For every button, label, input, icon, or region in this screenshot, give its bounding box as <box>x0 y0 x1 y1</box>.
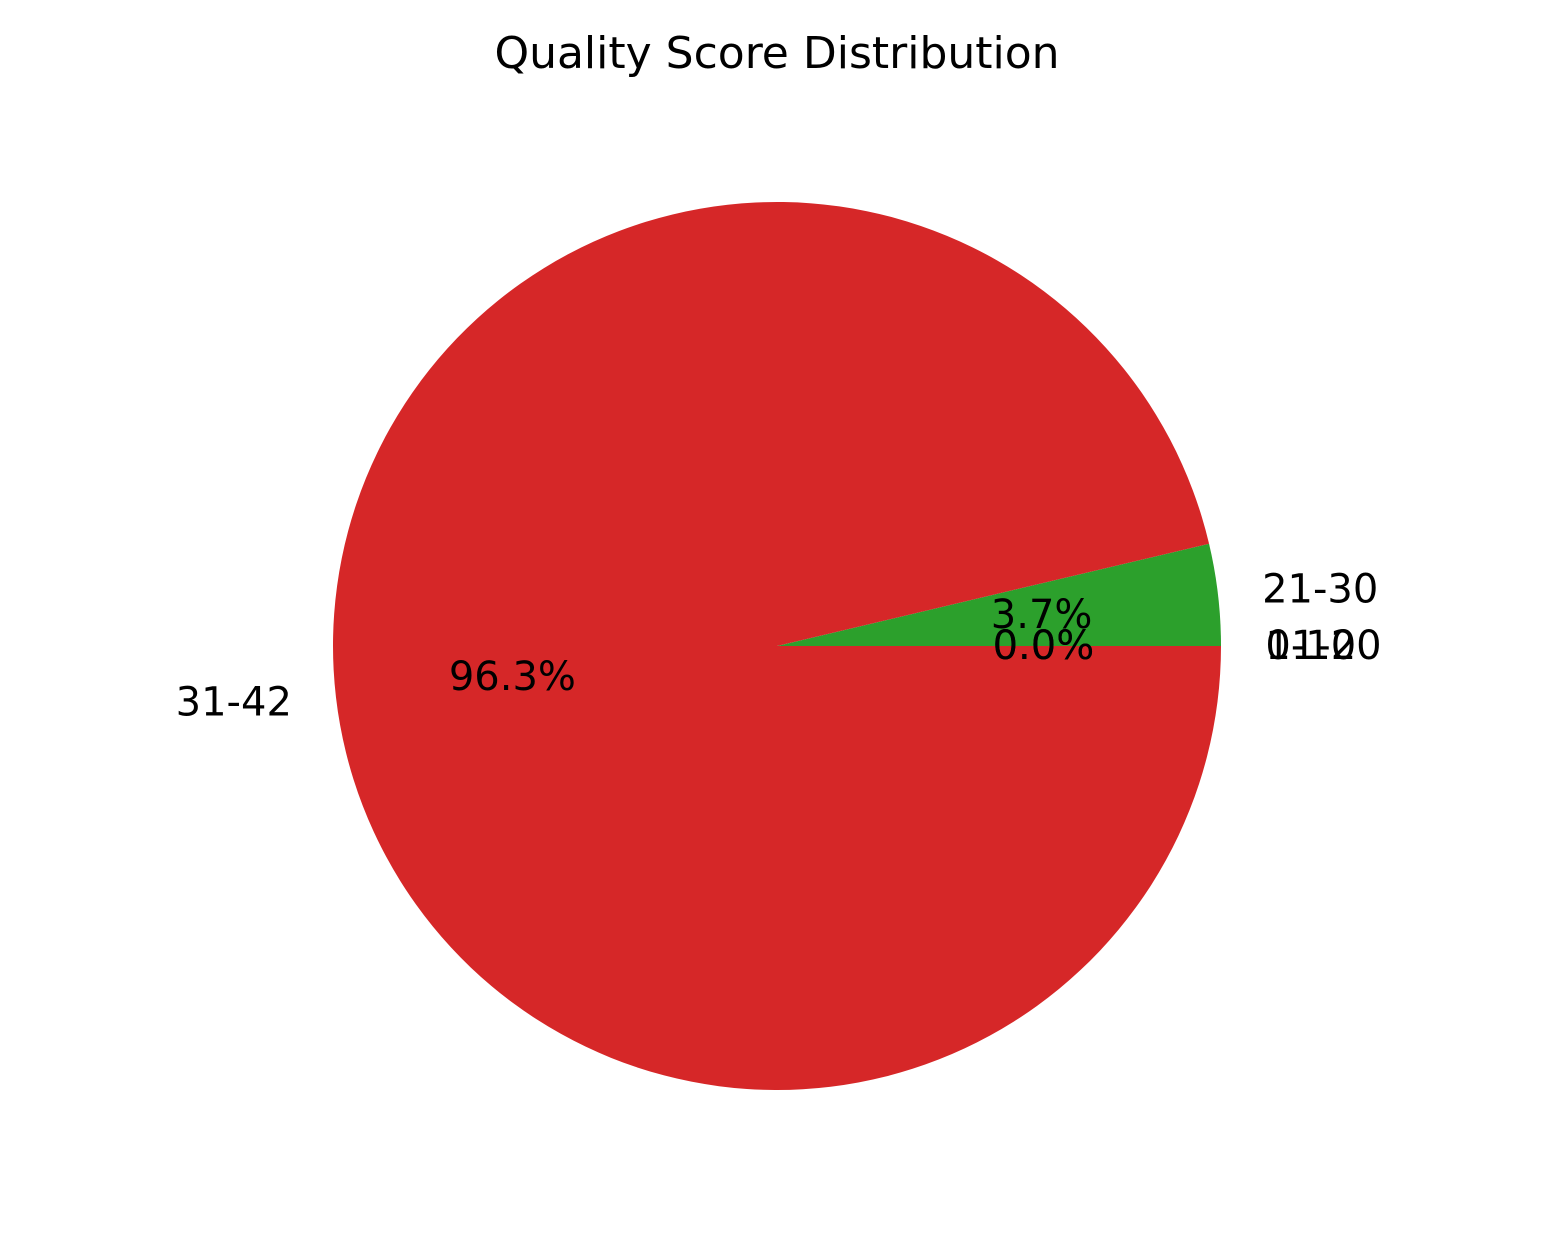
slice-label-31-42: 31-42 <box>176 680 292 726</box>
pie-slice-31-42 <box>333 201 1221 1090</box>
slice-pct-11-20: 0.0% <box>993 623 1095 669</box>
slice-pct-21-30: 3.7% <box>991 592 1093 638</box>
pie-slices <box>333 201 1221 1090</box>
slice-pct-31-42: 96.3% <box>449 654 576 700</box>
pie-slice-21-30 <box>777 543 1221 646</box>
slice-label-21-30: 21-30 <box>1262 566 1378 612</box>
chart-title: Quality Score Distribution <box>494 28 1059 79</box>
slice-pct-0-10: 0.0% <box>993 623 1095 669</box>
slice-label-0-10: 0-10 <box>1265 623 1356 669</box>
slice-label-11-20: 11-20 <box>1265 623 1381 669</box>
